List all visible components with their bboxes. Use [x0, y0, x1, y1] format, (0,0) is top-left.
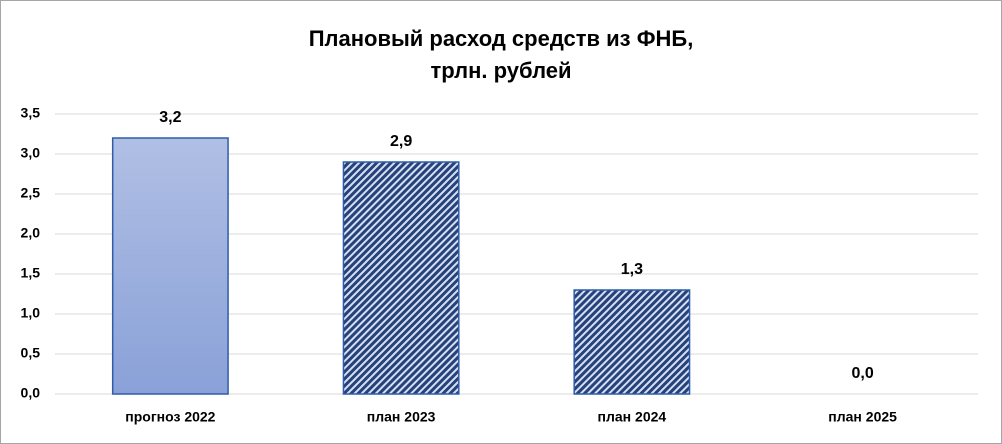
y-tick-label: 2,5: [21, 185, 41, 201]
y-tick-label: 0,5: [21, 345, 41, 361]
value-label: 2,9: [390, 133, 412, 150]
value-label: 3,2: [159, 109, 181, 126]
chart-title: трлн. рублей: [430, 58, 571, 83]
chart-title: Плановый расход средств из ФНБ,: [309, 26, 694, 51]
x-tick-label: прогноз 2022: [125, 409, 215, 425]
y-tick-label: 1,5: [21, 265, 41, 281]
x-tick-label: план 2023: [367, 409, 436, 425]
y-tick-label: 2,0: [21, 225, 41, 241]
y-tick-label: 0,0: [21, 385, 41, 401]
x-tick-label: план 2024: [598, 409, 667, 425]
y-tick-label: 3,0: [21, 145, 41, 161]
y-tick-label: 1,0: [21, 305, 41, 321]
bar: [573, 289, 691, 395]
bar: [111, 137, 229, 395]
y-tick-label: 3,5: [21, 105, 41, 121]
bar: [342, 161, 460, 395]
value-label: 1,3: [621, 261, 643, 278]
x-tick-label: план 2025: [828, 409, 897, 425]
value-label: 0,0: [852, 365, 874, 382]
